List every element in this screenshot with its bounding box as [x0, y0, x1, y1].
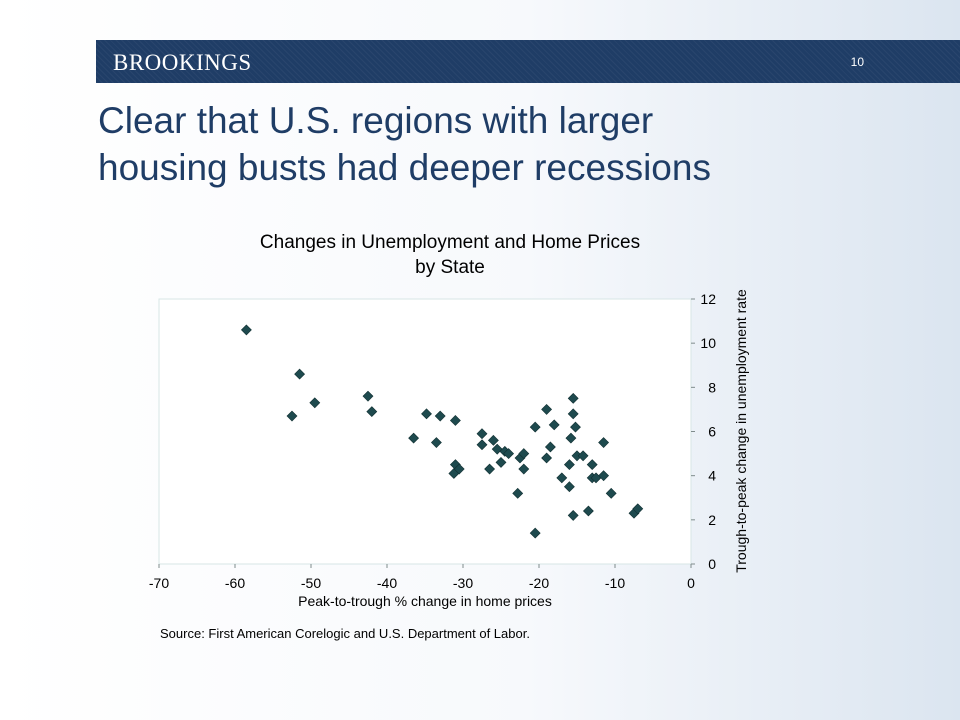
x-tick-label: 0 [687, 575, 695, 591]
data-point [586, 459, 598, 471]
data-point [563, 481, 575, 493]
x-tick-label: -50 [301, 575, 321, 591]
header-band: BROOKINGS 10 [96, 40, 960, 83]
data-point [518, 448, 530, 460]
data-point [632, 503, 644, 515]
data-point [570, 421, 581, 433]
data-point [503, 448, 515, 460]
data-point [541, 452, 553, 464]
y-tick-label: 12 [700, 291, 716, 307]
data-point [495, 456, 507, 468]
data-point [556, 472, 568, 484]
data-point [366, 406, 378, 418]
x-tick-label: -60 [225, 575, 245, 591]
data-point [484, 463, 496, 475]
y-axis-label: Trough-to-peak change in unemployment ra… [733, 289, 749, 573]
data-point [541, 403, 553, 415]
chart-title-line-1: Changes in Unemployment and Home Prices [259, 232, 641, 253]
data-point [476, 439, 488, 451]
data-point [567, 408, 579, 420]
y-tick-label: 10 [700, 335, 716, 351]
data-point [286, 410, 298, 422]
x-tick-label: -20 [529, 575, 549, 591]
x-axis-label: Peak-to-trough % change in home prices [298, 593, 552, 609]
data-point [548, 419, 560, 431]
y-tick-label: 0 [708, 556, 716, 572]
data-point [529, 527, 541, 539]
data-point [362, 390, 374, 402]
chart-title-line-2: by State [415, 257, 485, 278]
x-tick-label: -10 [605, 575, 625, 591]
data-point [529, 421, 541, 433]
data-point [565, 432, 577, 444]
slide-title: Clear that U.S. regions with larger hous… [98, 97, 878, 191]
x-tick-label: -40 [377, 575, 397, 591]
source-note: Source: First American Corelogic and U.S… [160, 626, 530, 641]
data-point [476, 428, 488, 440]
data-point [563, 459, 575, 471]
data-point [430, 437, 442, 448]
data-point [453, 463, 465, 475]
data-point [605, 487, 617, 499]
y-tick-label: 8 [708, 379, 716, 395]
y-tick-label: 4 [708, 468, 716, 484]
data-point [449, 415, 461, 426]
data-point [598, 470, 610, 482]
y-tick-label: 2 [708, 512, 716, 528]
data-point [518, 463, 530, 475]
data-point [577, 450, 589, 462]
data-point [598, 437, 610, 448]
data-point [408, 432, 420, 444]
data-point [421, 408, 432, 420]
brand-logo: BROOKINGS [113, 50, 252, 75]
slide-title-line-1: Clear that U.S. regions with larger [98, 100, 654, 141]
data-point [544, 441, 556, 453]
data-point [512, 487, 524, 499]
slide-title-line-2: housing busts had deeper recessions [98, 147, 711, 188]
data-point [567, 392, 579, 404]
data-point [240, 324, 252, 336]
x-tick-label: -30 [453, 575, 473, 591]
x-tick-label: -70 [149, 575, 169, 591]
y-tick-label: 6 [708, 424, 716, 440]
data-point [294, 368, 306, 380]
chart-title: Changes in Unemployment and Home Prices … [180, 230, 720, 280]
data-point [487, 434, 499, 446]
page-number: 10 [850, 55, 864, 69]
plot-area [158, 298, 692, 565]
data-point [309, 397, 321, 409]
data-point [567, 509, 579, 521]
data-point [434, 410, 446, 422]
data-point [582, 505, 594, 517]
